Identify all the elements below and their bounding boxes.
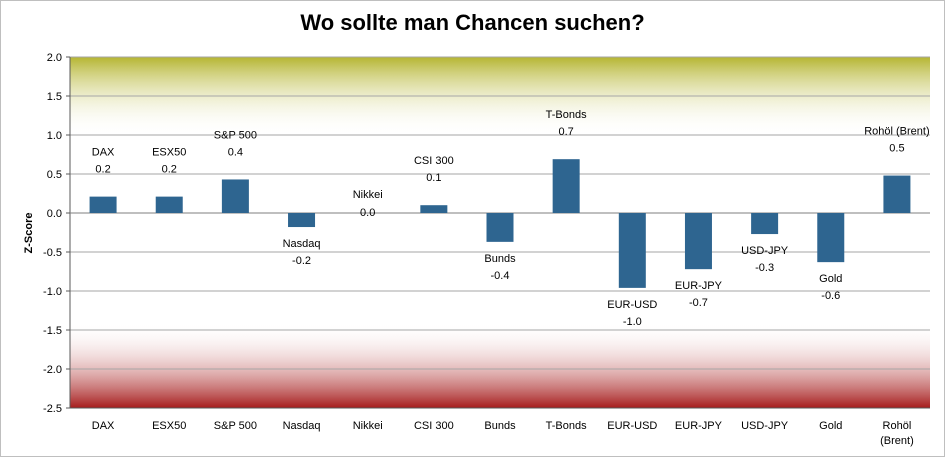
data-label-name: EUR-USD — [607, 299, 657, 311]
x-tick-label: USD-JPY — [741, 420, 789, 432]
bar — [684, 213, 712, 270]
x-tick-label: ESX50 — [152, 420, 186, 432]
x-tick-label: Nikkei — [353, 420, 383, 432]
y-tick-label: -2.5 — [43, 403, 62, 415]
data-label-value: 0.2 — [95, 164, 110, 176]
bar — [221, 179, 249, 213]
data-label-value: -0.7 — [689, 297, 708, 309]
data-label-value: 0.0 — [360, 207, 375, 219]
data-label-name: USD-JPY — [741, 245, 789, 257]
data-label-name: EUR-JPY — [675, 280, 723, 292]
bar — [420, 205, 448, 213]
y-tick-label: 2.0 — [47, 52, 62, 64]
x-tick-label: CSI 300 — [414, 420, 454, 432]
data-label-name: Gold — [819, 273, 842, 285]
data-label-value: 0.5 — [889, 143, 904, 155]
data-label-name: Nasdaq — [283, 238, 321, 250]
data-label-name: DAX — [92, 147, 115, 159]
x-tick-label: S&P 500 — [214, 420, 257, 432]
data-label-name: Nikkei — [353, 189, 383, 201]
x-tick-label: EUR-JPY — [675, 420, 723, 432]
bar — [89, 196, 117, 213]
bar — [552, 159, 580, 213]
data-label-value: 0.1 — [426, 172, 441, 184]
y-tick-label: -1.0 — [43, 286, 62, 298]
data-label-value: -0.3 — [755, 262, 774, 274]
x-tick-label: Nasdaq — [283, 420, 321, 432]
x-tick-label: EUR-USD — [607, 420, 657, 432]
y-tick-label: 1.5 — [47, 91, 62, 103]
data-label-value: 0.2 — [162, 164, 177, 176]
y-tick-label: -1.5 — [43, 325, 62, 337]
x-tick-label: Rohöl (Brent) — [880, 420, 914, 447]
bar — [288, 213, 316, 228]
x-tick-label: Gold — [819, 420, 842, 432]
data-label-name: Rohöl (Brent) — [864, 126, 929, 138]
bar — [883, 175, 911, 213]
data-label-value: -0.2 — [292, 255, 311, 267]
bar — [618, 213, 646, 288]
data-label-name: T-Bonds — [546, 109, 587, 121]
y-tick-label: 0.0 — [47, 208, 62, 220]
data-label-name: Bunds — [484, 253, 516, 265]
data-label-name: ESX50 — [152, 147, 186, 159]
x-tick-label: Bunds — [484, 420, 516, 432]
data-label-value: -1.0 — [623, 316, 642, 328]
lower-opportunity-band — [70, 322, 930, 408]
data-label-name: S&P 500 — [214, 129, 257, 141]
bar — [751, 213, 779, 235]
y-tick-label: 0.5 — [47, 169, 62, 181]
bar — [486, 213, 514, 242]
data-label-value: -0.6 — [821, 290, 840, 302]
x-tick-label: T-Bonds — [546, 420, 587, 432]
data-label-value: 0.4 — [228, 146, 243, 158]
y-tick-label: -0.5 — [43, 247, 62, 259]
bar — [817, 213, 845, 263]
bar — [155, 196, 183, 213]
data-label-value: 0.7 — [559, 126, 574, 138]
chart-title: Wo sollte man Chancen suchen? — [300, 10, 645, 35]
x-tick-label: DAX — [92, 420, 115, 432]
y-tick-label: -2.0 — [43, 364, 62, 376]
data-label-value: -0.4 — [491, 270, 510, 282]
y-tick-label: 1.0 — [47, 130, 62, 142]
y-axis-title: Z-Score — [23, 213, 35, 254]
data-label-name: CSI 300 — [414, 155, 454, 167]
